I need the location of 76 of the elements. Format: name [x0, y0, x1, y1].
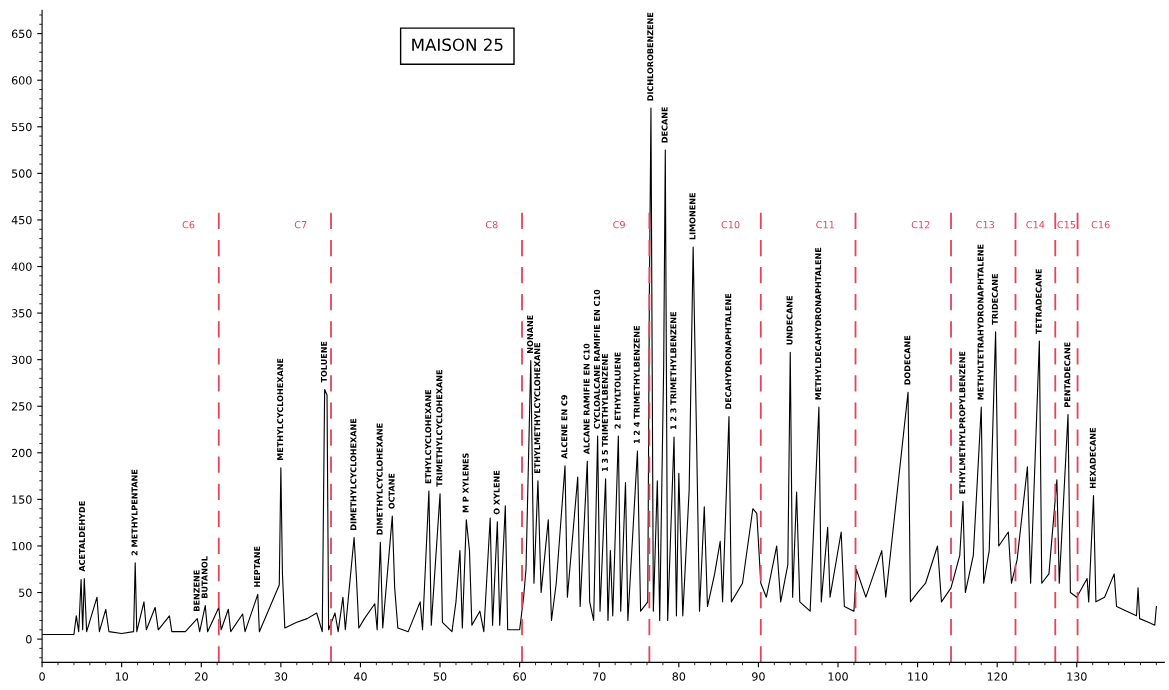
y-tick-label: 650	[11, 29, 32, 39]
annotation: DECANE	[661, 107, 668, 143]
annotation: 1 2 4 TRIMETHYLBENZENE	[633, 325, 640, 444]
y-tick-label: 200	[11, 448, 32, 458]
annotation: DIMETHYLCYCLOHEXANE	[376, 423, 383, 535]
annotation: DIMETHYLCYCLOHEXANE	[350, 418, 357, 530]
y-tick-label: 50	[19, 588, 32, 597]
annotation: TETRADECANE	[1035, 269, 1042, 335]
annotation: C12	[911, 220, 930, 229]
annotation: C13	[976, 220, 995, 229]
y-tick-label: 350	[12, 309, 32, 318]
annotation: C7	[294, 220, 307, 229]
annotation: DICHLOROBENZENE	[647, 12, 654, 101]
annotation: C14	[1026, 220, 1045, 229]
annotation: LIMONENE	[689, 193, 696, 240]
x-tick-label: 40	[353, 672, 367, 681]
annotation: TOLUENE	[320, 341, 327, 383]
y-tick-label: 250	[11, 402, 32, 411]
x-tick-label: 20	[195, 672, 208, 681]
annotation: PENTADECANE	[1064, 342, 1071, 407]
x-tick-label: 80	[672, 672, 686, 681]
annotation: METHYLCYCLOHEXANE	[277, 358, 284, 461]
annotation: HEPTANE	[254, 546, 260, 587]
annotation: M P XYLENES	[462, 453, 469, 513]
annotation: UNDECANE	[786, 295, 793, 345]
annotation: ACETALDEHYDE	[78, 501, 86, 572]
annotation: METHYLDECAHYDRONAPHTALENE	[815, 247, 822, 400]
annotation: OCTANE	[388, 473, 395, 509]
y-tick-label: 600	[11, 76, 32, 85]
x-tick-label: 90	[752, 672, 765, 681]
y-tick-label: 150	[12, 495, 32, 504]
annotation: DECAHYDRONAPHTALENE	[725, 293, 732, 409]
annotation: NONANE	[527, 315, 534, 353]
x-tick-label: 0	[39, 672, 45, 681]
x-tick-label: 130	[1067, 672, 1087, 681]
annotation: 2 ETHYLTOLUENE	[614, 352, 621, 429]
x-tick-label: 110	[908, 672, 928, 681]
annotation: HEXADECANE	[1089, 428, 1096, 488]
annotation: C8	[485, 220, 498, 229]
annotation: C11	[816, 220, 834, 229]
x-tick-label: 30	[274, 672, 288, 681]
y-tick-label: 550	[12, 122, 32, 132]
annotation: ALCANE RAMIFIE EN C10	[583, 343, 590, 455]
annotation: CYCLOALCANE RAMIFIE EN C10	[593, 289, 600, 429]
annotation: C15	[1057, 220, 1076, 229]
annotation: BENZENE	[193, 570, 200, 611]
text: MAISON 25	[412, 38, 503, 52]
y-tick-label: 100	[12, 541, 32, 551]
annotation: ETHYLCYCLOHEXANE	[425, 389, 432, 484]
y-tick-label: 400	[11, 262, 32, 271]
x-tick-label: 60	[513, 672, 526, 681]
annotation: C16	[1091, 220, 1110, 229]
annotation: 1 2 3 TRIMETHYLBENZENE	[670, 312, 677, 430]
x-tick-label: 100	[828, 672, 848, 681]
x-tick-label: 50	[433, 672, 447, 681]
annotation: ETHYLMETHYLCYCLOHEXANE	[534, 342, 541, 474]
y-tick-label: 300	[12, 355, 32, 365]
annotation: C10	[721, 220, 740, 229]
annotation: BUTANOL	[201, 556, 208, 598]
y-tick-label: 450	[11, 215, 32, 225]
x-tick-label: 10	[115, 672, 129, 681]
annotation: DODECANE	[904, 335, 911, 385]
annotation: C9	[613, 220, 625, 229]
annotation: TRIDECANE	[991, 274, 998, 325]
annotation: 1 3 5 TRIMETHYLBENZENE	[601, 353, 608, 472]
y-tick-label: 500	[12, 169, 32, 178]
annotation: ALCENE EN C9	[561, 395, 568, 459]
annotation: METHYLTETRAHYDRONAPHTALENE	[977, 244, 984, 400]
annotation: C6	[182, 220, 195, 229]
annotation: TRIMETHYLCYCLOHEXANE	[436, 370, 443, 487]
y-tick-label: 0	[26, 635, 32, 644]
annotation: 2 METHYLPENTANE	[131, 469, 138, 556]
x-tick-label: 70	[593, 672, 606, 681]
x-tick-label: 120	[987, 672, 1008, 681]
annotation: O XYLENE	[493, 470, 500, 515]
annotation: ETHYLMETHYLPROPYLBENZENE	[959, 351, 966, 494]
